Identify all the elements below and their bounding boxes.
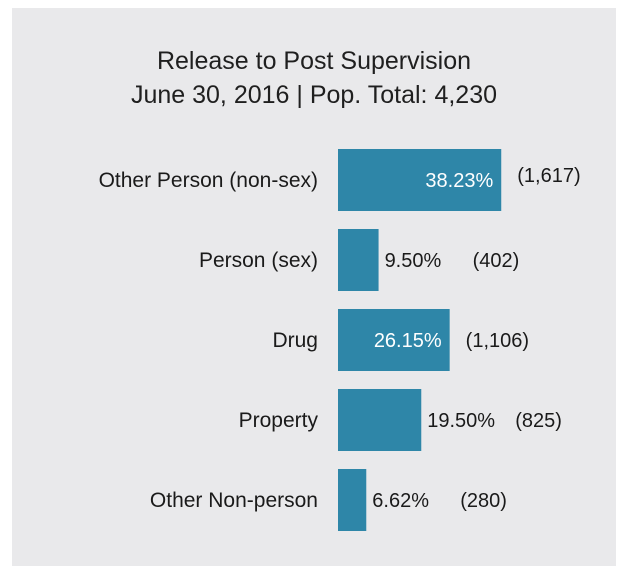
chart-subtitle: June 30, 2016 | Pop. Total: 4,230 bbox=[130, 81, 498, 109]
bar bbox=[338, 389, 422, 451]
category-label: Other Person (non-sex) bbox=[99, 169, 318, 192]
value-label: 9.50% bbox=[385, 250, 442, 272]
chart-panel: Release to Post Supervision June 30, 201… bbox=[12, 8, 616, 566]
value-label: 26.15% bbox=[374, 330, 442, 352]
category-label: Person (sex) bbox=[199, 249, 318, 272]
count-label: (402) bbox=[473, 250, 520, 272]
chart-title-block: Release to Post Supervision June 30, 201… bbox=[12, 44, 616, 112]
category-label: Other Non-person bbox=[150, 489, 318, 512]
bar bbox=[338, 309, 450, 371]
value-label: 6.62% bbox=[372, 490, 429, 512]
count-label: (1,617) bbox=[517, 165, 580, 187]
count-label: (825) bbox=[515, 410, 562, 432]
chart-title: Release to Post Supervision bbox=[156, 47, 472, 75]
value-label: 38.23% bbox=[425, 170, 493, 192]
bar bbox=[338, 229, 379, 291]
category-label: Drug bbox=[272, 329, 318, 352]
bar bbox=[338, 149, 502, 211]
category-label: Property bbox=[239, 409, 319, 432]
bar bbox=[338, 469, 367, 531]
count-label: (280) bbox=[460, 490, 507, 512]
count-label: (1,106) bbox=[466, 330, 529, 352]
value-label: 19.50% bbox=[427, 410, 495, 432]
